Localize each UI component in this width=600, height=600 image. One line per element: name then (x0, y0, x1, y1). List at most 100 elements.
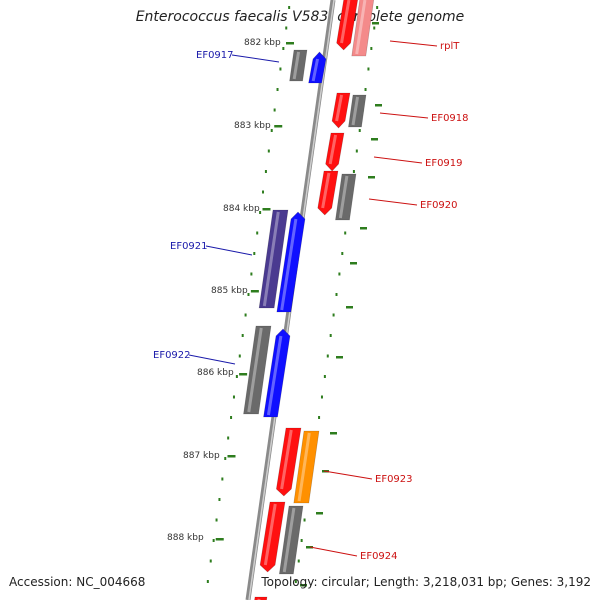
tick-dot (320, 395, 323, 399)
tick-dot (244, 313, 247, 317)
gene-labels: EF0917 EF0921 EF0922 rplT EF0918 EF0919 EF0920… (153, 40, 469, 562)
gene-feature (351, 0, 375, 57)
major-tick (239, 373, 248, 376)
tick-dot (364, 88, 367, 91)
minor-tick (336, 356, 343, 359)
tick-dot (294, 580, 297, 583)
tick-dot (358, 129, 361, 132)
gene-shading (292, 51, 301, 80)
tick-dot (355, 149, 358, 153)
gene-shading (351, 96, 360, 126)
tick-dot (297, 559, 300, 563)
topology-text: Topology: circular; Length: 3,218,031 bp… (261, 575, 591, 589)
gene-feature (317, 170, 339, 216)
label-leader (231, 54, 280, 63)
gene-feature (308, 51, 327, 84)
major-tick (227, 455, 236, 458)
gene-label-reverse: rplT (440, 41, 460, 52)
label-leader (309, 546, 358, 557)
gene-label-reverse: EF0919 (425, 158, 463, 169)
label-leader (389, 40, 438, 47)
major-tick (250, 290, 259, 293)
tick-dot (230, 416, 233, 419)
gene-shading (335, 94, 344, 122)
tick-dot (326, 354, 329, 358)
gene-shading (328, 134, 338, 165)
tick-dot (303, 518, 306, 522)
tick-dot (241, 334, 244, 337)
tick-dot (270, 129, 273, 132)
tick-dot (267, 149, 270, 153)
tick-label: 887 kbp (183, 451, 220, 461)
tick-dot (341, 252, 344, 255)
tick-dot (288, 6, 291, 9)
tick-dot (215, 518, 218, 522)
major-tick (286, 42, 294, 45)
minor-tick (346, 306, 353, 309)
gene-feature (276, 427, 302, 497)
gene-label-forward: EF0921 (170, 241, 208, 252)
gene-feature (276, 211, 306, 313)
tick-dot (235, 375, 238, 378)
tick-dot (209, 559, 212, 563)
gene-label-reverse: EF0924 (360, 551, 398, 562)
gene-feature (254, 596, 268, 600)
gene-shading (262, 211, 280, 307)
minor-tick (371, 138, 378, 141)
tick-dot (224, 457, 227, 460)
tick-dot (352, 170, 355, 173)
minor-tick (306, 546, 313, 549)
tick-dot (218, 498, 221, 501)
tick-dot (247, 293, 250, 296)
gene-shading (280, 218, 298, 311)
tick-dot (212, 539, 215, 542)
gene-label-reverse: EF0920 (420, 200, 458, 211)
tick-dot (282, 47, 285, 50)
gene-shading (321, 172, 331, 209)
gene-feature (258, 209, 289, 309)
major-tick (215, 538, 224, 541)
tick-dot (373, 26, 376, 30)
minor-tick (375, 104, 382, 107)
tick-dot (253, 252, 256, 255)
tick-dot (256, 231, 259, 235)
gene-feature (263, 328, 291, 418)
tick-dot (344, 231, 347, 235)
gene-label-forward: EF0922 (153, 350, 191, 361)
tick-dot (300, 539, 303, 542)
tick-dot (273, 108, 276, 112)
gene-shading (297, 432, 311, 502)
tick-label: 886 kbp (197, 368, 234, 378)
label-leader (373, 156, 423, 164)
tick-label: 884 kbp (223, 204, 260, 214)
tick-dot (370, 47, 373, 50)
gene-label-forward: EF0917 (196, 50, 234, 61)
gene-shading (340, 0, 351, 44)
tick-dot (250, 272, 253, 276)
major-tick (274, 125, 283, 128)
minor-tick (350, 262, 357, 265)
tick-label: 888 kbp (167, 533, 204, 543)
left-tick-track (206, 6, 294, 583)
label-leader (379, 112, 429, 119)
gene-track (243, 0, 375, 600)
minor-tick (316, 512, 323, 515)
minor-tick (368, 176, 375, 179)
gene-shading (338, 175, 349, 219)
tick-dot (367, 67, 370, 71)
label-leader (368, 198, 418, 206)
tick-dot (285, 26, 288, 30)
gene-feature (289, 49, 308, 82)
tick-dot (335, 293, 338, 296)
gene-shading (266, 335, 283, 416)
gene-feature (335, 173, 357, 221)
tick-dot (329, 334, 332, 337)
accession-text: Accession: NC_004668 (9, 575, 146, 589)
label-leader (323, 470, 373, 480)
tick-label: 882 kbp (244, 38, 281, 48)
gene-shading (280, 429, 293, 490)
tick-dot (238, 354, 241, 358)
gene-feature (279, 505, 304, 575)
